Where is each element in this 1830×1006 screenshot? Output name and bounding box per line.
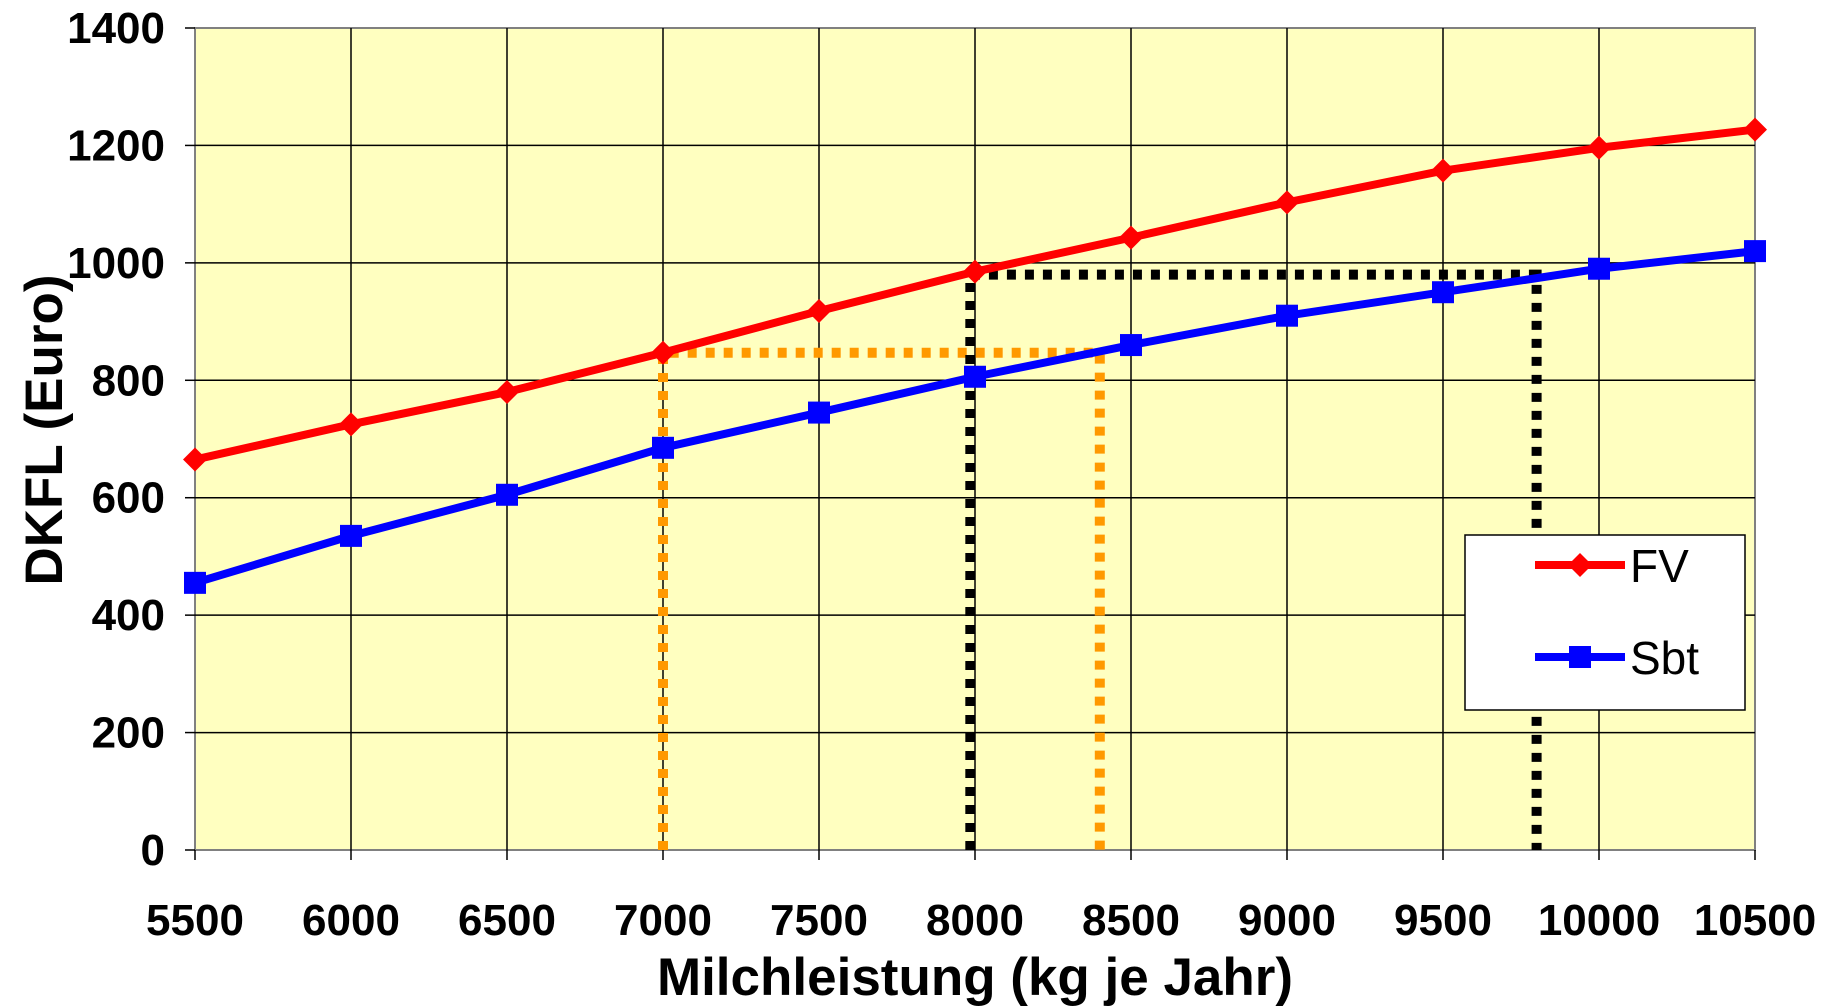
- data-point-sbt-10500: [1744, 240, 1766, 263]
- data-point-sbt-9500: [1432, 281, 1454, 304]
- data-point-fv-8500: [1119, 225, 1143, 250]
- data-point-sbt-5500: [184, 571, 206, 594]
- data-point-sbt-6000: [340, 524, 362, 547]
- data-series: [183, 117, 1767, 594]
- y-tick-label-0: 0: [141, 826, 165, 875]
- y-tick-label-1000: 1000: [67, 239, 165, 288]
- x-tick-label-6000: 6000: [302, 896, 400, 945]
- y-tick-label-600: 600: [92, 474, 165, 523]
- legend-label-sbt: Sbt: [1630, 632, 1699, 684]
- y-tick-label-400: 400: [92, 591, 165, 640]
- data-point-fv-9000: [1275, 190, 1299, 215]
- x-axis-title: Milchleistung (kg je Jahr): [657, 948, 1293, 1006]
- data-point-fv-7000: [651, 340, 675, 365]
- x-tick-label-5500: 5500: [146, 896, 244, 945]
- data-point-fv-7500: [807, 299, 831, 324]
- legend-marker-sbt: [1569, 646, 1591, 668]
- y-axis-ticks: 0 200 400 600 800 1000 1200 1400: [67, 4, 195, 875]
- data-point-sbt-8500: [1120, 334, 1142, 357]
- x-tick-label-8000: 8000: [926, 896, 1024, 945]
- x-tick-label-10500: 10500: [1694, 896, 1816, 945]
- legend: FV Sbt: [1464, 534, 1746, 711]
- y-tick-label-800: 800: [92, 356, 165, 405]
- x-tick-label-9000: 9000: [1238, 896, 1336, 945]
- data-point-fv-8000: [963, 259, 987, 284]
- x-tick-label-8500: 8500: [1082, 896, 1180, 945]
- data-point-fv-10000: [1587, 135, 1611, 160]
- x-tick-label-7000: 7000: [614, 896, 712, 945]
- legend-marker-fv: [1568, 553, 1592, 577]
- data-point-fv-9500: [1431, 158, 1455, 183]
- y-tick-label-1400: 1400: [67, 4, 165, 53]
- data-point-sbt-8000: [964, 365, 986, 388]
- y-axis-title: DKFL (Euro): [15, 274, 74, 585]
- x-tick-label-7500: 7500: [770, 896, 868, 945]
- data-point-sbt-10000: [1588, 257, 1610, 280]
- grid-lines: [195, 28, 1755, 850]
- data-point-sbt-7000: [652, 436, 674, 459]
- x-tick-label-9500: 9500: [1394, 896, 1492, 945]
- data-point-sbt-7500: [808, 401, 830, 424]
- data-point-sbt-9000: [1276, 304, 1298, 327]
- x-axis-ticks: 5500 6000 6500 7000 7500 8000 8500 9000 9500 1000…: [146, 850, 1816, 945]
- data-point-fv-6500: [495, 380, 519, 405]
- legend-label-fv: FV: [1630, 540, 1689, 592]
- y-tick-label-200: 200: [92, 709, 165, 758]
- data-point-sbt-6500: [496, 483, 518, 506]
- data-point-fv-5500: [183, 447, 207, 472]
- x-tick-label-10000: 10000: [1538, 896, 1660, 945]
- data-point-fv-10500: [1743, 117, 1767, 142]
- y-tick-label-1200: 1200: [67, 121, 165, 170]
- data-point-fv-6000: [339, 412, 363, 437]
- x-tick-label-6500: 6500: [458, 896, 556, 945]
